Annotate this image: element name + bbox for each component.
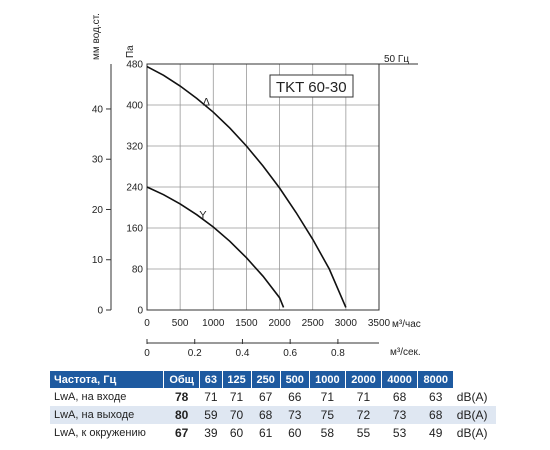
table-header-cell: 1000 — [308, 371, 346, 388]
table-cell: 67 — [174, 426, 189, 440]
table-cell: 68 — [251, 406, 281, 424]
y-mm-tick-label: 30 — [92, 155, 104, 166]
table-cell: 71 — [229, 390, 244, 404]
y-pa-tick-label: 0 — [137, 306, 143, 317]
table-cell: 71 — [320, 390, 335, 404]
table-cell: 66 — [288, 390, 302, 404]
table-cell: 80 — [163, 406, 200, 424]
table-cell: dB(A) — [453, 406, 496, 424]
table-cell: LwA, на выходе — [50, 406, 164, 424]
fan-performance-chart: 0 500 1000 1500 2000 2500 3000 3500080160240320… — [91, 13, 421, 360]
table-cell: 61 — [258, 426, 273, 440]
x2-axis-unit-label: м³/сек. — [390, 347, 421, 358]
chart-grid — [146, 63, 380, 311]
performance-curve — [146, 65, 347, 308]
table-cell: 39 — [204, 426, 218, 440]
x-tick-label: 3500 — [368, 318, 391, 329]
model-label-box — [269, 74, 354, 98]
table-cell: 63 — [429, 390, 443, 404]
y-pa-tick-label: 400 — [126, 101, 143, 112]
table-row: LwA, на выходе 80 59 70 68 73 75 72 73 68 dB(A) — [50, 406, 496, 424]
model-label: TKT 60-30 — [276, 79, 347, 96]
table-header-cell: 2000 — [344, 371, 382, 388]
y-pa-tick-label: 80 — [132, 265, 144, 276]
curve-group: ΔY — [146, 65, 347, 308]
x-tick-label: 1500 — [235, 318, 258, 329]
y-pa-tick-label: 480 — [126, 60, 143, 71]
table-cell: 73 — [381, 406, 418, 424]
x-tick-label: 2500 — [302, 318, 325, 329]
table-header-cell: 250 — [250, 371, 281, 388]
table-cell: 72 — [345, 406, 382, 424]
table-cell: 68 — [417, 406, 454, 424]
table-cell: 60 — [288, 426, 302, 440]
table-row: LwA, к окружению 67 39 60 61 60 58 55 53 49 dB(A) — [50, 424, 496, 442]
table-header-cell: Общ — [162, 371, 200, 388]
table-cell: 58 — [320, 426, 335, 440]
y-mm-tick-label: 20 — [92, 205, 104, 216]
x2-tick-label: 0.4 — [235, 348, 249, 359]
table-cell: 70 — [222, 406, 252, 424]
y-mm-axis-label: мм вод.ст. — [91, 13, 102, 60]
curve-label: Y — [199, 209, 207, 221]
table-cell: 53 — [392, 426, 407, 440]
curve-label: Δ — [203, 97, 211, 109]
table-cell: 71 — [356, 390, 371, 404]
x-tick-label: 2000 — [268, 318, 291, 329]
table-header-cell: 125 — [221, 371, 252, 388]
table-cell: LwA, к окружению — [54, 427, 146, 439]
table-cell: dB(A) — [456, 390, 488, 404]
table-cell: dB(A) — [456, 426, 488, 440]
sound-level-table: Частота, Гц Общ 63 125 250 500 1000 2000 4000 800… — [50, 371, 496, 442]
table-header-cell: 8000 — [417, 371, 454, 388]
y-pa-tick-label: 320 — [126, 142, 143, 153]
x-axis-unit-label: м³/час — [392, 319, 421, 330]
x2-tick-label: 0.8 — [331, 348, 345, 359]
y-mm-tick-label: 10 — [92, 255, 104, 266]
y-mm-tick-label: 0 — [97, 306, 103, 317]
x2-tick-label: 0.6 — [283, 348, 297, 359]
y-pa-axis-label: Па — [125, 45, 136, 58]
table-cell: 73 — [280, 406, 310, 424]
table-cell: 49 — [429, 426, 443, 440]
x-tick-label: 500 — [172, 318, 189, 329]
frequency-label: 50 Гц — [384, 54, 409, 65]
x-tick-label: 1000 — [202, 318, 225, 329]
y-pa-tick-label: 160 — [126, 224, 143, 235]
table-header-cell: 63 — [199, 371, 223, 388]
table-header-cell — [453, 371, 496, 388]
table-header-cell: 4000 — [381, 371, 418, 388]
x-tick-label: 3000 — [335, 318, 358, 329]
table-cell: 78 — [174, 390, 189, 404]
table-row: LwA, на входе 78 71 71 67 66 71 71 68 63 dB(A) — [50, 388, 496, 406]
table-header-cell: Частота, Гц — [50, 371, 164, 388]
y-mm-tick-label: 40 — [92, 104, 104, 115]
table-cell: 60 — [229, 426, 244, 440]
table-cell: 55 — [356, 426, 371, 440]
x2-tick-label: 0 — [144, 348, 150, 359]
table-cell: 59 — [199, 406, 223, 424]
x-tick-label: 0 — [144, 318, 150, 329]
x2-tick-label: 0.2 — [188, 348, 202, 359]
table-cell: 67 — [258, 390, 273, 404]
chart-axes: 0 500 1000 1500 2000 2500 3000 3500080160240320… — [92, 60, 391, 360]
table-header-row: Частота, Гц Общ 63 125 250 500 1000 2000 4000 800… — [50, 371, 496, 388]
table-cell: 75 — [309, 406, 346, 424]
table-cell: 71 — [204, 390, 218, 404]
table-header-cell: 500 — [279, 371, 310, 388]
performance-curve — [146, 186, 285, 308]
table-cell: 68 — [392, 390, 407, 404]
y-pa-tick-label: 240 — [126, 183, 143, 194]
table-cell: LwA, на входе — [54, 391, 127, 403]
